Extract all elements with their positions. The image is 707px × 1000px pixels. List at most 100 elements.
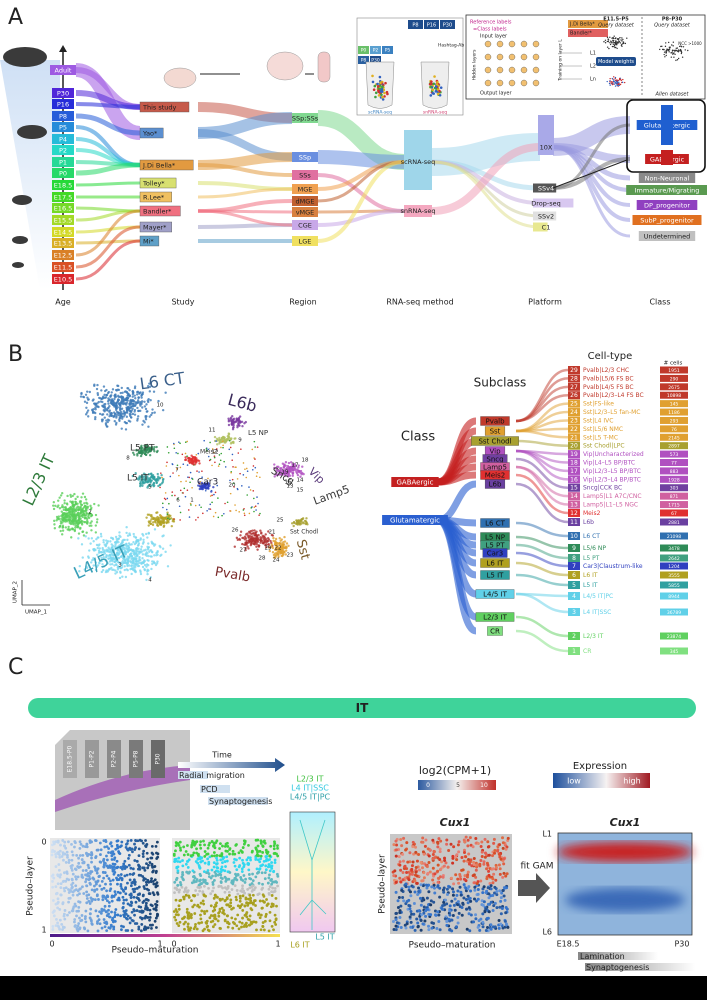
age-box [52, 250, 74, 260]
region-box [292, 220, 318, 230]
cell-point [212, 841, 216, 845]
umap-point [62, 508, 66, 512]
cell-point [240, 925, 243, 929]
cell-point [77, 866, 81, 869]
expression-point [422, 905, 426, 909]
umap-point [136, 406, 139, 410]
cell-point [194, 840, 198, 844]
cell-point [230, 888, 234, 891]
umap-point [74, 509, 78, 513]
cluster-number: 21 [269, 530, 276, 536]
expression-point [409, 909, 413, 913]
umap-point [143, 400, 146, 404]
cell-point [198, 872, 202, 876]
cell-point [233, 852, 237, 856]
cell-dot [433, 75, 436, 78]
umap-point [58, 525, 61, 529]
cell-point [127, 857, 130, 860]
cell-point [81, 876, 85, 879]
umap-point [157, 399, 160, 403]
umap-point [93, 383, 96, 386]
net-dot [677, 49, 680, 51]
study-box [139, 191, 172, 203]
umap-point [63, 512, 66, 515]
mouse-icon [12, 262, 24, 268]
umap-point [236, 425, 239, 429]
cell-point [206, 846, 210, 850]
platform-box [533, 222, 548, 232]
cell-point [258, 868, 261, 871]
cell-dot [377, 89, 380, 93]
umap-point [125, 531, 128, 535]
net-dot [614, 42, 617, 45]
umap-point [119, 555, 123, 559]
expression-point [497, 863, 501, 867]
expression-point [439, 867, 443, 871]
umap-point [243, 538, 246, 541]
umap-point [283, 464, 286, 467]
cell-point [209, 914, 213, 917]
umap-point [254, 505, 257, 508]
umap-point [96, 546, 99, 550]
cell-point [67, 878, 71, 882]
net-dot [674, 53, 676, 56]
cell-point [174, 844, 178, 848]
cell-point [107, 847, 111, 850]
umap-point [126, 534, 130, 537]
umap-point [94, 416, 97, 419]
cell-point [263, 877, 267, 881]
net-dot [665, 50, 667, 53]
cell-point [190, 899, 193, 903]
umap-point [90, 529, 93, 532]
umap-point [96, 393, 100, 397]
cell-point [61, 852, 65, 856]
umap-point [175, 451, 177, 454]
net-dot [618, 83, 620, 85]
cell-point [107, 877, 111, 880]
tile-label: P0 [361, 48, 367, 54]
cell-point [128, 893, 132, 897]
umap-point [121, 417, 124, 420]
umap-point [125, 411, 128, 414]
umap-point [117, 414, 121, 417]
age-label: P30 [57, 90, 69, 98]
umap-point [162, 525, 165, 528]
cell-point [219, 881, 223, 884]
umap-point [119, 391, 122, 395]
expression-point [451, 887, 455, 891]
tile-label: P2 [373, 48, 379, 54]
expression-point [469, 899, 473, 903]
nn-node [496, 40, 504, 48]
umap-point [102, 541, 105, 544]
cell-point [202, 880, 206, 884]
cell-point [54, 865, 58, 868]
umap-point [113, 395, 117, 399]
cell-count: 2675 [668, 385, 680, 391]
cell-point [114, 847, 118, 851]
cell-point [247, 843, 250, 847]
net-dot [614, 46, 616, 49]
umap-point [140, 475, 143, 479]
umap-point [150, 567, 153, 571]
cell-point [80, 914, 84, 917]
nn-node [508, 53, 516, 61]
umap-point [125, 396, 129, 400]
net-dot [615, 43, 618, 46]
expression-point [460, 856, 464, 860]
expression-point [417, 886, 421, 890]
cell-point [254, 858, 258, 861]
age-label: P8 [59, 113, 67, 121]
cell-point [262, 859, 266, 863]
net-dot [621, 45, 623, 48]
expression-point [433, 913, 437, 917]
cell-point [103, 904, 107, 908]
cell-point [154, 916, 158, 920]
umap-point [141, 406, 144, 409]
cluster-number: 4 [148, 578, 152, 584]
umap-point [146, 558, 149, 562]
inset-text: Training on layer L [558, 39, 564, 82]
cell-point [191, 853, 195, 857]
umap-point [141, 484, 144, 487]
umap-point [213, 435, 217, 439]
cluster-number: 2 [88, 510, 92, 516]
